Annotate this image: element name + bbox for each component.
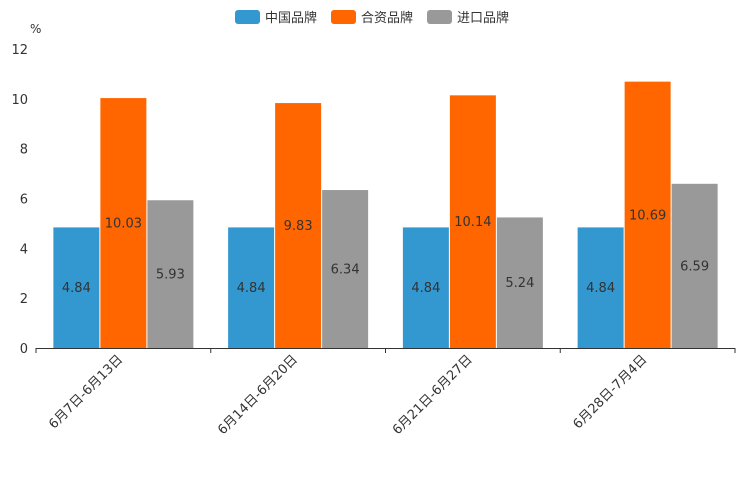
legend-item-china-brand[interactable]: 中国品牌 bbox=[234, 7, 317, 26]
y-tick-label: 0 bbox=[20, 342, 28, 357]
data-label: 6.59 bbox=[680, 259, 709, 274]
legend-swatch-joint-venture-brand bbox=[330, 9, 356, 24]
data-label: 6.34 bbox=[331, 263, 360, 278]
bar-1-0 bbox=[100, 98, 147, 348]
y-tick-label: 4 bbox=[20, 242, 28, 257]
x-tick-label: 6月21日-6月27日 bbox=[390, 352, 476, 438]
bar-2-3 bbox=[671, 183, 718, 348]
data-label: 4.84 bbox=[237, 281, 266, 296]
x-tick-label: 6月7日-6月13日 bbox=[46, 352, 126, 432]
y-tick-label: 8 bbox=[20, 143, 28, 158]
y-tick-label: 10 bbox=[11, 93, 28, 108]
bar-0-0 bbox=[53, 227, 100, 348]
data-label: 5.93 bbox=[156, 268, 185, 283]
data-label: 10.03 bbox=[105, 217, 142, 232]
bar-0-3 bbox=[577, 227, 624, 348]
data-label: 4.84 bbox=[586, 281, 615, 296]
legend-label-joint-venture-brand: 合资品牌 bbox=[360, 11, 413, 26]
bar-1-2 bbox=[449, 95, 496, 348]
data-label: 10.14 bbox=[454, 215, 491, 230]
bar-0-1 bbox=[228, 227, 275, 348]
bar-0-2 bbox=[402, 227, 449, 348]
legend-item-import-brand[interactable]: 进口品牌 bbox=[427, 7, 509, 26]
bar-1-1 bbox=[275, 103, 322, 348]
bar-1-3 bbox=[624, 81, 671, 348]
y-axis-unit: % bbox=[30, 22, 42, 36]
y-tick-label: 6 bbox=[20, 193, 28, 208]
y-tick-label: 2 bbox=[20, 292, 28, 307]
data-label: 4.84 bbox=[411, 281, 440, 296]
chart-legend: 中国品牌 合资品牌 进口品牌 bbox=[0, 7, 744, 26]
bar-2-2 bbox=[496, 217, 543, 348]
legend-item-joint-venture-brand[interactable]: 合资品牌 bbox=[330, 7, 413, 26]
bar-2-1 bbox=[322, 190, 369, 348]
y-tick-label: 12 bbox=[11, 43, 28, 58]
data-label: 5.24 bbox=[505, 276, 534, 291]
legend-swatch-china-brand bbox=[234, 9, 260, 24]
data-label: 9.83 bbox=[284, 219, 313, 234]
legend-swatch-import-brand bbox=[427, 9, 452, 24]
bar-2-0 bbox=[147, 200, 194, 348]
data-label: 10.69 bbox=[629, 208, 666, 223]
x-tick-label: 6月14日-6月20日 bbox=[215, 352, 301, 438]
data-label: 4.84 bbox=[62, 281, 91, 296]
legend-label-import-brand: 进口品牌 bbox=[457, 11, 510, 26]
legend-label-china-brand: 中国品牌 bbox=[264, 11, 317, 26]
x-tick-label: 6月28日-7月4日 bbox=[571, 352, 651, 432]
